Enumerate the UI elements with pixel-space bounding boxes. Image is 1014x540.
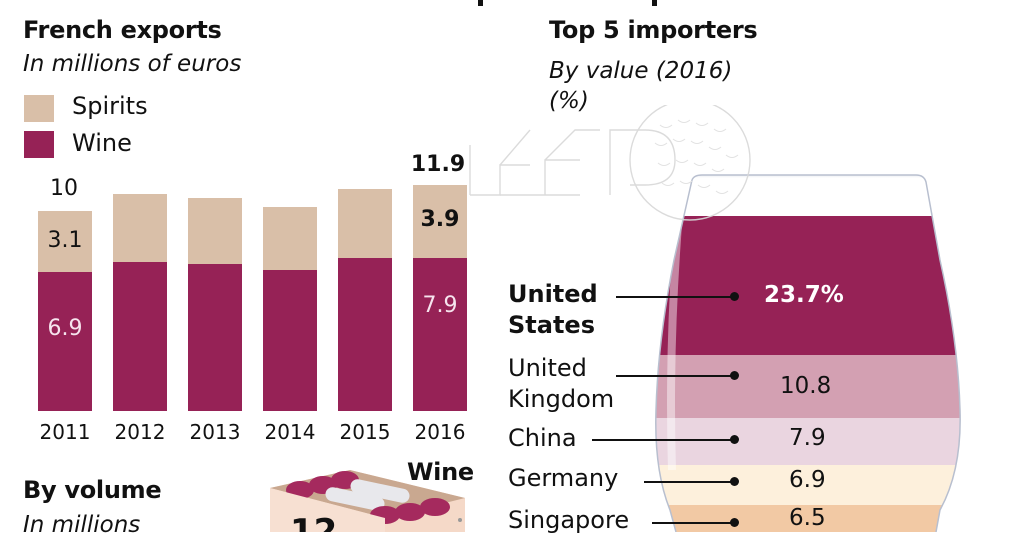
main-title-cut-descender [648,0,662,6]
bar-2012 [113,194,167,411]
wine-box-number: 12 [290,512,338,532]
importers-subtitle: By value (2016) [549,58,733,84]
volume-title: By volume [23,476,162,504]
x-tick-2014: 2014 [264,420,316,444]
bar-segment-spirits [263,207,317,270]
bar-segment-spirits [113,194,167,262]
spirits-label-2011: 3.1 [47,228,83,253]
leader-dot [730,477,739,486]
importer-value: 6.9 [789,467,826,493]
legend-swatch-spirits [24,95,54,122]
importer-value: 10.8 [780,373,832,399]
importer-value: 23.7% [764,282,844,308]
legend-swatch-wine [24,131,54,158]
importer-name: United [508,354,587,382]
bar-segment-spirits [338,189,392,258]
leader-line [644,481,734,483]
importer-name: Germany [508,464,619,492]
x-tick-2016: 2016 [414,420,466,444]
spirits-label-2016: 3.9 [420,207,460,232]
leader-dot [730,292,739,301]
importer-name-line2: Kingdom [508,385,615,413]
wine-label-2016: 7.9 [422,293,458,318]
bar-2011 [38,211,92,411]
leader-dot [730,435,739,444]
exports-subtitle: In millions of euros [23,51,242,77]
leader-dot [730,518,739,527]
importers-unit: (%) [549,88,589,114]
leader-dot [730,371,739,380]
bar-2016 [413,185,467,411]
wine-label-2011: 6.9 [47,316,83,341]
exports-title: French exports [23,16,222,44]
x-tick-2013: 2013 [189,420,241,444]
leader-line [616,296,734,298]
bar-2015 [338,189,392,411]
bar-segment-wine [338,258,392,411]
importer-name: Singapore [508,506,630,534]
bar-segment-wine [263,270,317,411]
wine-box-label: Wine [407,458,474,486]
x-tick-2012: 2012 [114,420,166,444]
total-label-2011: 10 [50,176,78,201]
leader-line [652,522,734,524]
total-label-2016: 11.9 [410,152,466,177]
importer-name-line2: States [508,311,595,339]
importer-value: 6.5 [789,505,826,531]
importer-name: United [508,280,598,308]
bar-segment-wine [113,262,167,411]
importer-name: China [508,424,577,452]
leader-line [592,439,734,441]
main-title-cut-descender [474,0,488,6]
legend-label-spirits: Spirits [72,92,148,120]
leader-line [616,375,734,377]
bar-2013 [188,198,242,411]
x-tick-2015: 2015 [339,420,391,444]
x-tick-2011: 2011 [39,420,91,444]
importers-title: Top 5 importers [549,16,758,44]
legend-label-wine: Wine [72,129,132,157]
bar-segment-spirits [413,185,467,258]
bar-segment-wine [413,258,467,411]
wine-box-icon [270,470,465,532]
volume-subtitle: In millions [23,512,141,538]
bar-2014 [263,207,317,411]
wine-glass-chart [655,174,961,532]
bar-segment-wine [38,272,92,411]
importer-value: 7.9 [789,425,826,451]
bar-segment-wine [188,264,242,411]
bar-segment-spirits [188,198,242,264]
bar-segment-spirits [38,211,92,272]
